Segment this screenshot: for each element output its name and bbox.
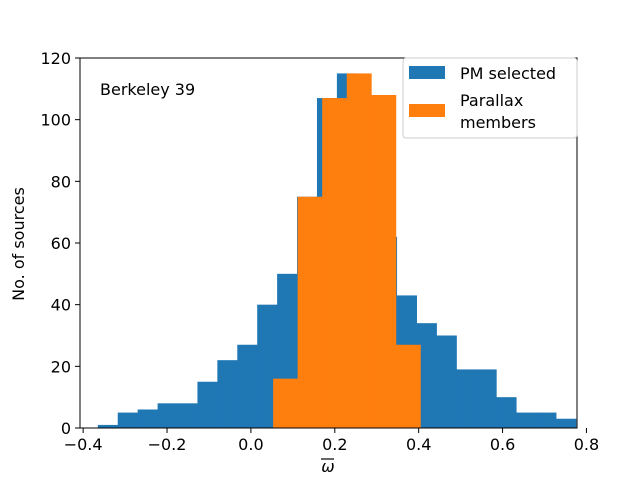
legend-label-pm-selected: PM selected	[460, 64, 556, 83]
legend-label-parallax-members: Parallax members	[460, 91, 536, 132]
pm-selected-bar-19	[476, 369, 497, 428]
parallax-members-bar-0	[273, 378, 299, 428]
y-axis-label: No. of sources	[9, 187, 28, 301]
pm-selected-bar-22	[536, 412, 557, 428]
x-tick-label-0: −0.4	[64, 435, 103, 454]
legend-swatch-pm-selected	[409, 66, 445, 79]
pm-selected-bar-1	[117, 412, 139, 428]
x-tick-label-6: 0.8	[574, 435, 599, 454]
y-tick-label-5: 100	[40, 111, 71, 130]
x-tick-label-1: −0.2	[148, 435, 187, 454]
pm-selected-bar-7	[237, 344, 258, 428]
pm-selected-bar-21	[516, 412, 537, 428]
parallax-members-bar-4	[371, 95, 397, 428]
x-tick-label-3: 0.2	[322, 435, 347, 454]
y-tick-label-4: 80	[51, 172, 71, 191]
pm-selected-bar-17	[436, 335, 457, 428]
pm-selected-bar-2	[137, 409, 158, 428]
x-tick-label-5: 0.6	[490, 435, 515, 454]
pm-selected-bar-18	[456, 369, 477, 428]
x-tick-label-2: 0.0	[238, 435, 263, 454]
pm-selected-bar-6	[217, 360, 238, 428]
legend-swatch-parallax-members	[409, 104, 445, 117]
legend-frame	[402, 57, 578, 139]
y-tick-label-2: 40	[51, 296, 71, 315]
pm-selected-bar-20	[496, 397, 517, 428]
pm-selected-bar-16	[416, 323, 437, 428]
pm-selected-bar-4	[177, 403, 198, 428]
y-tick-label-1: 20	[51, 357, 71, 376]
parallax-members-bar-5	[395, 344, 421, 428]
x-axis-label-group: ω	[321, 457, 335, 476]
annotation-label: Berkeley 39	[100, 80, 195, 99]
pm-selected-bar-8	[257, 304, 278, 428]
y-ticks: 0 20 40 60 80 100 120	[40, 49, 80, 438]
y-tick-label-3: 60	[51, 234, 71, 253]
parallax-members-bar-1	[297, 196, 323, 428]
legend: PM selected Parallax members	[402, 57, 578, 139]
parallax-members-bar-2	[322, 98, 348, 428]
pm-selected-bar-0	[97, 424, 119, 428]
pm-selected-bar-5	[197, 381, 218, 428]
parallax-members-bars	[273, 73, 421, 429]
x-ticks: −0.4 −0.2 0.0 0.2 0.4 0.6 0.8	[64, 428, 599, 454]
y-tick-label-6: 120	[40, 49, 71, 68]
y-tick-label-0: 0	[61, 419, 71, 438]
pm-selected-bar-23	[556, 418, 577, 428]
x-axis-label: ω	[321, 457, 334, 476]
x-tick-label-4: 0.4	[406, 435, 431, 454]
parallax-members-bar-3	[346, 73, 372, 429]
pm-selected-bar-3	[157, 403, 178, 428]
